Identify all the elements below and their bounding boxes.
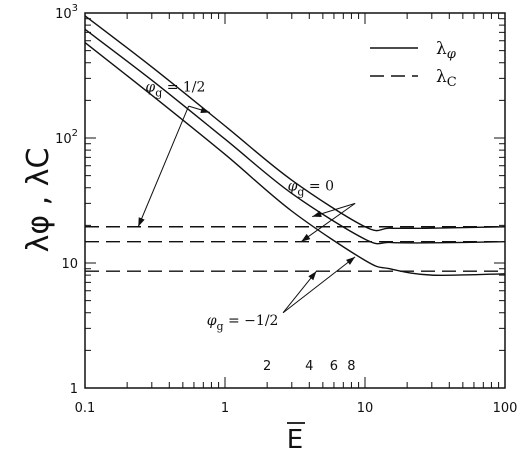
inset-tick-label: 6 [330,359,338,374]
lambda-phi-curve [84,42,506,277]
legend-label: λφ [436,39,457,62]
annotation-label: φg = −1/2 [207,313,279,333]
x-tick-label: 10 [357,401,374,416]
x-axis-title: E [287,422,305,455]
y-axis-label: λφ , λC [21,148,56,253]
inset-tick-label: 8 [347,359,355,374]
legend: λφ λC [370,39,457,90]
arrow-line [300,202,356,243]
y-tick-label: 102 [55,128,78,147]
arrow-line [137,105,190,227]
axis-ticks [84,12,506,389]
y-tick-label: 103 [55,3,78,22]
x-tick-labels: 0.1 1 10 100 [75,401,518,416]
x-tick-label: 1 [221,401,229,416]
x-tick-label: 100 [493,401,518,416]
annotation-arrows [137,105,356,314]
inset-tick-label: 4 [305,359,313,374]
legend-label: λC [436,67,457,90]
arrow-head [312,210,322,218]
arrow-line [282,256,356,314]
x-axis-label: E [287,425,303,455]
annotation-label: φg = 1/2 [145,80,205,100]
x-tick-label: 0.1 [75,401,96,416]
y-tick-label: 1 [70,382,78,397]
inset-tick-label: 2 [263,359,271,374]
arrow-head [308,271,317,281]
y-tick-label: 10 [61,257,78,272]
arrow-head [138,217,145,227]
arrow-head [346,256,356,265]
annotations: φg = 1/2 φg = 0 φg = −1/2 [145,80,334,333]
arrow-head [301,233,311,242]
series-layer [84,15,506,277]
annotation-label: φg = 0 [288,179,334,199]
lambda-phi-curve [84,15,506,232]
arrow-head [200,106,210,113]
y-tick-labels: 1 10 102 103 [55,3,78,397]
plot-frame [84,12,506,389]
lambda-phi-curve [84,28,506,245]
